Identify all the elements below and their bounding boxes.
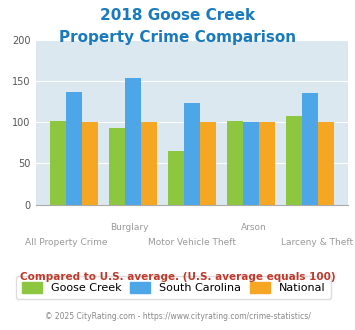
Bar	[318, 122, 334, 205]
Bar	[227, 121, 243, 205]
Text: Property Crime Comparison: Property Crime Comparison	[59, 30, 296, 45]
Bar	[286, 116, 302, 205]
Text: Burglary: Burglary	[110, 223, 148, 232]
Legend: Goose Creek, South Carolina, National: Goose Creek, South Carolina, National	[16, 276, 331, 299]
Text: Compared to U.S. average. (U.S. average equals 100): Compared to U.S. average. (U.S. average …	[20, 272, 335, 282]
Bar	[259, 122, 275, 205]
Text: Arson: Arson	[241, 223, 267, 232]
Bar	[141, 122, 157, 205]
Bar	[302, 93, 318, 205]
Bar	[184, 103, 200, 205]
Bar	[82, 122, 98, 205]
Bar	[66, 92, 82, 205]
Text: All Property Crime: All Property Crime	[26, 238, 108, 247]
Text: © 2025 CityRating.com - https://www.cityrating.com/crime-statistics/: © 2025 CityRating.com - https://www.city…	[45, 312, 310, 321]
Bar	[243, 122, 259, 205]
Bar	[50, 121, 66, 205]
Text: Motor Vehicle Theft: Motor Vehicle Theft	[148, 238, 236, 247]
Bar	[200, 122, 215, 205]
Text: Larceny & Theft: Larceny & Theft	[280, 238, 353, 247]
Bar	[168, 151, 184, 205]
Bar	[125, 78, 141, 205]
Bar	[109, 128, 125, 205]
Text: 2018 Goose Creek: 2018 Goose Creek	[100, 8, 255, 23]
